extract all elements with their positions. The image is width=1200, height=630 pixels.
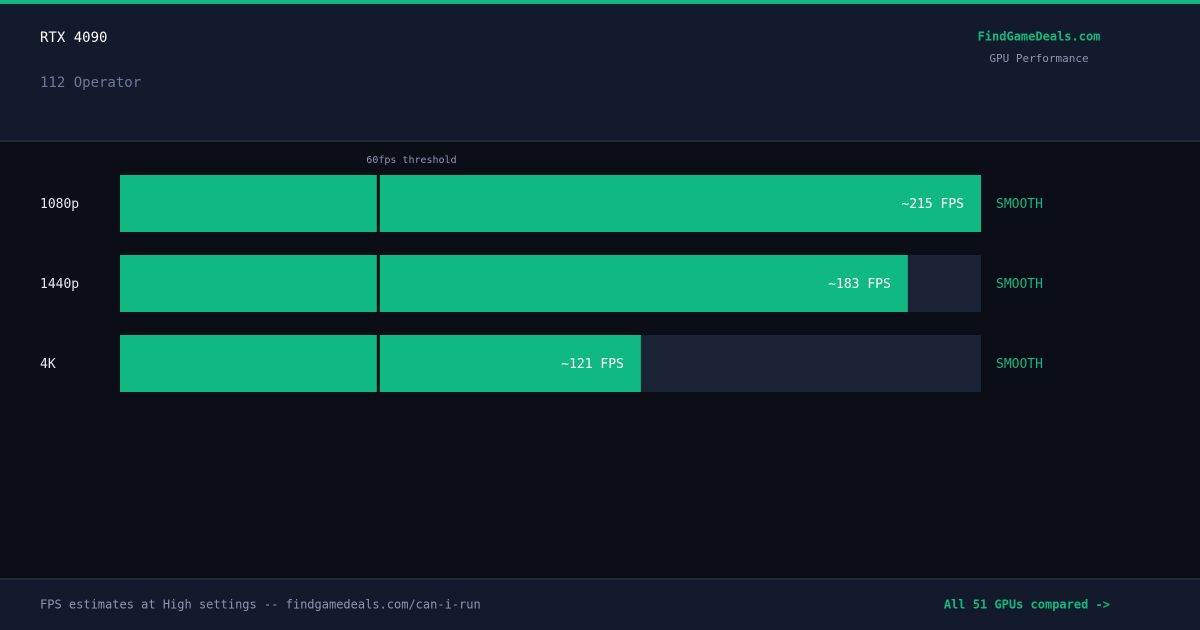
bar: [120, 175, 981, 232]
header-panel: [0, 0, 1200, 141]
subtitle: 112 Operator: [40, 75, 141, 91]
status-label: SMOOTH: [996, 357, 1043, 372]
footer-link[interactable]: All 51 GPUs compared ->: [944, 598, 1110, 612]
header-divider: [0, 140, 1200, 142]
value-label: ~121 FPS: [561, 357, 624, 372]
status-label: SMOOTH: [996, 197, 1043, 212]
top-accent: [0, 0, 1200, 4]
footer-panel: [0, 578, 1200, 630]
bars: [120, 175, 981, 392]
footer-note: FPS estimates at High settings -- findga…: [40, 598, 481, 612]
brand: FindGameDeals.com: [978, 30, 1101, 44]
value-label: ~215 FPS: [901, 197, 964, 212]
chart: 1080p ~215 FPS SMOOTH 1440p ~183 FPS SMOOTH 4K…: [40, 155, 1043, 392]
title: RTX 4090: [40, 30, 107, 46]
brand-subtitle: GPU Performance: [989, 52, 1088, 65]
category-label: 1080p: [40, 197, 79, 212]
category-label: 4K: [40, 357, 56, 372]
value-label: ~183 FPS: [828, 277, 891, 292]
category-label: 1440p: [40, 277, 79, 292]
status-label: SMOOTH: [996, 277, 1043, 292]
bar: [120, 335, 641, 392]
footer-divider: [0, 578, 1200, 580]
bar: [120, 255, 908, 312]
threshold-label: 60fps threshold: [366, 155, 456, 166]
